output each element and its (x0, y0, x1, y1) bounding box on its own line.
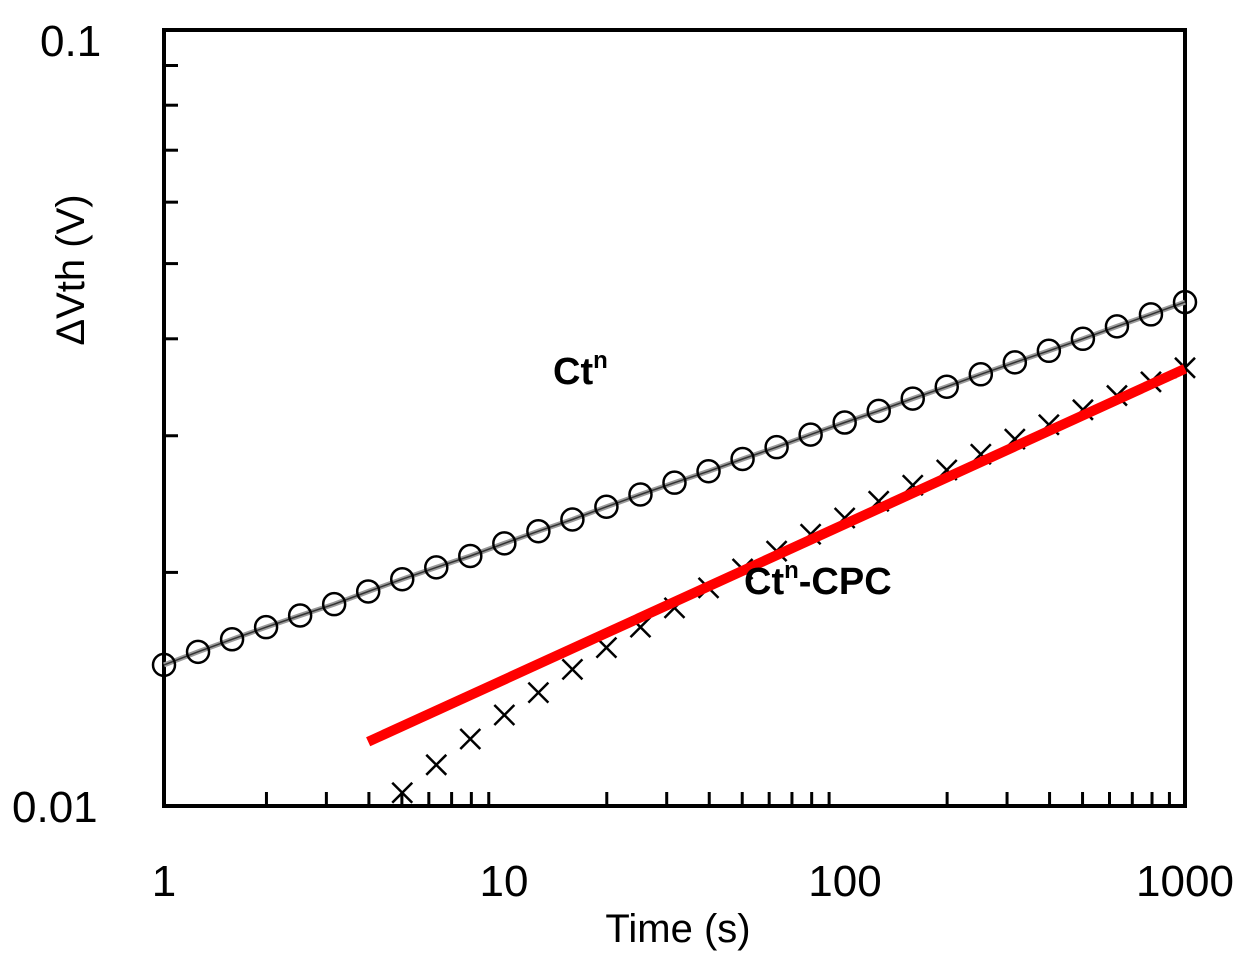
annotation-cpc-base: Ct (744, 561, 784, 603)
ctn-data-point (866, 398, 891, 424)
x-marker-stroke (561, 658, 584, 681)
x-marker-stroke (425, 753, 448, 776)
x-marker-stroke (595, 636, 618, 659)
ctn-data-point (458, 543, 483, 569)
x-tick-label-10: 10 (480, 857, 529, 906)
ctn-data-point (219, 627, 245, 652)
x-axis-minor-ticks (264, 792, 1171, 806)
ctn-data-point (900, 386, 925, 411)
ctn-data-point (526, 518, 551, 544)
ctn-cpc-data-point (391, 781, 414, 804)
ctn-data-point (560, 507, 585, 532)
ctn-data-point (321, 591, 347, 617)
ctn-data-point (628, 482, 653, 507)
ctn-data-point (424, 555, 449, 580)
annotation-ctn: Ctn (553, 347, 608, 393)
annotation-ctn-cpc: Ctn-CPC (744, 557, 892, 603)
plot-frame (162, 28, 1187, 808)
ctn-data-point (151, 652, 177, 678)
series-ctn-cpc-fit (366, 364, 1188, 747)
series-ctn (151, 289, 1198, 678)
x-tick-label-1000: 1000 (1136, 857, 1234, 906)
x-marker-stroke (459, 728, 482, 750)
ctn-data-point (1138, 302, 1164, 327)
ctn-data-point (492, 531, 517, 556)
annotation-ctn-sup: n (593, 347, 608, 374)
ctn-data-point (798, 422, 823, 447)
ctn-cpc-fit-line (366, 364, 1188, 747)
x-axis-title: Time (s) (605, 907, 750, 951)
ctn-data-point (662, 470, 687, 495)
ctn-data-point (1070, 326, 1096, 352)
ctn-cpc-data-point (527, 681, 550, 704)
ctn-data-point (1002, 350, 1028, 375)
x-marker-stroke (493, 704, 516, 726)
ctn-data-point (185, 639, 211, 665)
ctn-data-point (287, 603, 313, 628)
ctn-data-point (253, 614, 279, 640)
ctn-connecting-line-core (163, 301, 1186, 666)
ctn-cpc-data-point (459, 728, 482, 750)
x-marker-stroke (629, 616, 652, 639)
ctn-data-point (355, 579, 381, 604)
ctn-data-point (389, 566, 415, 592)
ctn-data-point (968, 362, 994, 387)
ctn-cpc-data-point (425, 753, 448, 776)
x-marker-stroke (527, 681, 550, 704)
ctn-data-point (934, 374, 959, 399)
ctn-data-point (594, 494, 619, 520)
ctn-data-point (730, 446, 755, 472)
ctn-data-point (832, 410, 857, 435)
x-tick-label-100: 100 (808, 857, 881, 906)
ctn-cpc-data-point (561, 658, 584, 681)
ctn-data-point (696, 459, 721, 484)
ctn-data-point (1104, 314, 1130, 339)
y-tick-label-0.1: 0.1 (40, 17, 101, 66)
ctn-data-point (1172, 289, 1198, 315)
y-axis-title: ΔVth (V) (49, 194, 93, 345)
ctn-data-point (764, 434, 789, 460)
x-tick-label-1: 1 (152, 857, 176, 906)
ctn-cpc-data-point (493, 704, 516, 726)
x-marker-stroke (391, 781, 414, 804)
y-tick-label-0.01: 0.01 (12, 783, 98, 832)
annotation-cpc-sup: n (784, 557, 799, 584)
ctn-data-point (1036, 338, 1062, 364)
y-axis-minor-ticks (164, 64, 178, 574)
annotation-cpc-suffix: -CPC (799, 561, 892, 603)
annotation-ctn-base: Ct (553, 351, 593, 393)
